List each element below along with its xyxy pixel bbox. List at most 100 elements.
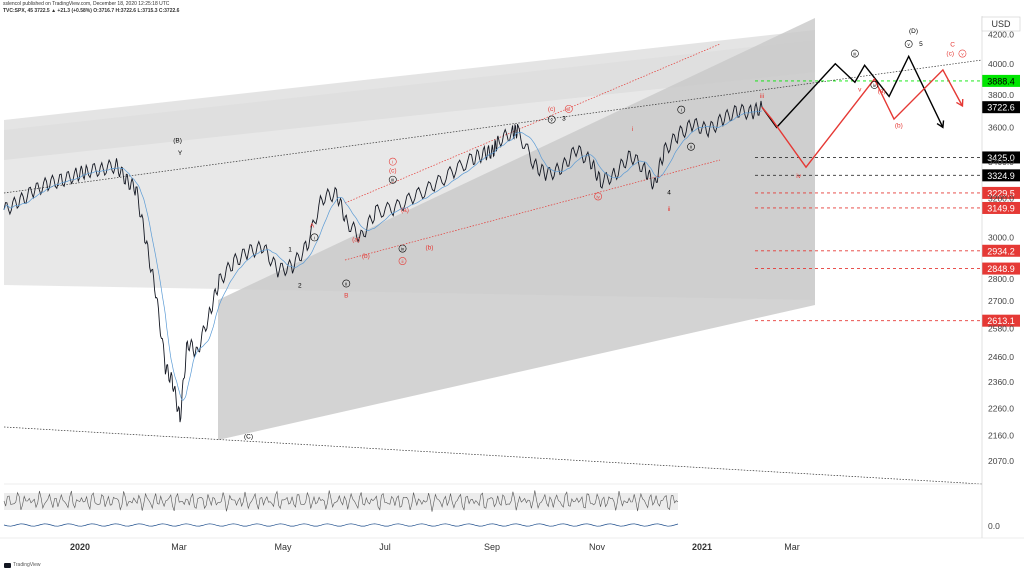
wave-label: ii <box>690 145 692 150</box>
price-tag <box>982 262 1020 275</box>
wave-label-circle <box>850 49 859 58</box>
wave-label: A <box>310 222 315 229</box>
wave-label-circle <box>870 80 879 89</box>
wave-label: (c) <box>548 106 556 113</box>
wave-label: i <box>632 126 633 133</box>
wave-label: iii <box>760 93 764 100</box>
wave-label: i <box>681 108 682 113</box>
y-tick-label: 3200.0 <box>988 193 1014 203</box>
y-tick-label: 2070.0 <box>988 456 1014 466</box>
price-tag <box>982 151 1020 164</box>
y-tick-label: 3600.0 <box>988 122 1014 132</box>
wave-label: iii <box>391 178 394 183</box>
price-tag <box>982 244 1020 257</box>
wave-label-circle <box>398 257 407 265</box>
wave-label: (b) <box>362 253 370 260</box>
y-tick-label: 4000.0 <box>988 59 1014 69</box>
y-tick-label: 2360.0 <box>988 377 1014 387</box>
price-tag-label: 3149.9 <box>987 203 1015 213</box>
projection-arrowhead <box>936 120 945 129</box>
red-channel-top <box>344 43 721 204</box>
wave-label-circle <box>310 233 319 242</box>
price-tag <box>982 186 1020 199</box>
wave-label-circle <box>687 142 695 151</box>
wave-label: (b) <box>425 245 433 252</box>
y-tick-label: 2580.0 <box>988 323 1014 333</box>
wave-projections <box>761 54 964 169</box>
wave-label: (b) <box>895 122 903 129</box>
price-tag-label: 2934.2 <box>987 246 1015 256</box>
price-tag-label: 3722.6 <box>987 103 1015 113</box>
y-tick-label: 3000.0 <box>988 232 1014 242</box>
price-tag <box>982 101 1020 114</box>
price-tag-label: 2848.9 <box>987 264 1015 274</box>
x-tick-label: Mar <box>171 542 187 552</box>
price-tag-label: 3425.0 <box>987 153 1015 163</box>
wave-label: i <box>314 235 315 240</box>
rising-wedge-band <box>218 18 815 440</box>
oscillator-line <box>3 523 679 527</box>
wave-label: (C) <box>244 433 253 440</box>
rsi-zero-label: 0.0 <box>988 521 1000 531</box>
price-tag <box>982 201 1020 214</box>
wave-label: iv <box>597 194 601 199</box>
wave-label: ii <box>345 282 347 287</box>
wave-label: (a) <box>352 236 360 243</box>
tradingview-logo-icon <box>4 562 11 568</box>
price-level-lines <box>755 80 982 322</box>
y-tick-label: 2800.0 <box>988 274 1014 284</box>
price-tag-label: 3888.4 <box>987 76 1015 86</box>
price-tag-label: 3324.9 <box>987 171 1015 181</box>
wave-label: v <box>551 118 554 123</box>
wave-label: ii <box>668 206 671 213</box>
x-tick-label: Jul <box>379 542 391 552</box>
wave-label: 5 <box>919 41 923 48</box>
wave-label: v <box>858 87 862 94</box>
wave-label-circle <box>904 40 913 48</box>
x-tick-label: Nov <box>589 542 606 552</box>
rsi-line <box>3 490 679 512</box>
wave-label-circle <box>594 192 603 201</box>
wave-label: (c) <box>946 51 954 58</box>
channel-bands <box>4 18 815 440</box>
price-axis: 3888.4 3722.6 3425.0 3324.9 3229.5 3149.9 2934… <box>981 16 1021 538</box>
wave-label-circle <box>564 104 573 113</box>
wave-label: iv <box>873 83 877 88</box>
wave-label: ii <box>402 259 404 264</box>
wave-label: iv <box>796 173 801 180</box>
wave-label: 1 <box>288 247 292 254</box>
wave-label-circle <box>398 244 407 253</box>
black-projection-path <box>761 54 944 129</box>
wave-label: iii <box>567 107 570 112</box>
price-tag <box>982 314 1020 327</box>
publisher-line: sslencol published on TradingView.com, D… <box>3 1 170 7</box>
wave-label: (a) <box>878 88 886 95</box>
currency-box <box>981 16 1021 32</box>
price-tag <box>982 74 1020 87</box>
currency-label: USD <box>991 19 1011 29</box>
price-tag <box>982 169 1020 182</box>
wave-label: C <box>950 42 955 49</box>
price-line <box>3 100 763 423</box>
wave-label: i <box>392 160 393 165</box>
y-tick-label: 2460.0 <box>988 352 1014 362</box>
brand-name: TradingView <box>13 562 41 568</box>
y-tick-label: 3800.0 <box>988 90 1014 100</box>
wave-label: Y <box>178 150 183 157</box>
x-tick-label: Mar <box>784 542 800 552</box>
wave-label-circle <box>547 115 556 124</box>
y-tick-label: 4200.0 <box>988 29 1014 39</box>
wave-label-circle <box>958 49 967 58</box>
y-tick-label: 2700.0 <box>988 296 1014 306</box>
price-tag-label: 2613.1 <box>987 316 1015 326</box>
moving-average-line <box>3 110 763 401</box>
projection-arrowhead <box>956 98 964 108</box>
wave-label: B <box>344 293 348 300</box>
wave-label-circle <box>388 175 397 184</box>
y-tick-label: 2160.0 <box>988 431 1014 441</box>
rsi-pane: 0.0 <box>3 483 1000 531</box>
x-tick-label: May <box>274 542 292 552</box>
wave-label: 2 <box>298 283 302 290</box>
wave-label: iii <box>853 52 856 57</box>
